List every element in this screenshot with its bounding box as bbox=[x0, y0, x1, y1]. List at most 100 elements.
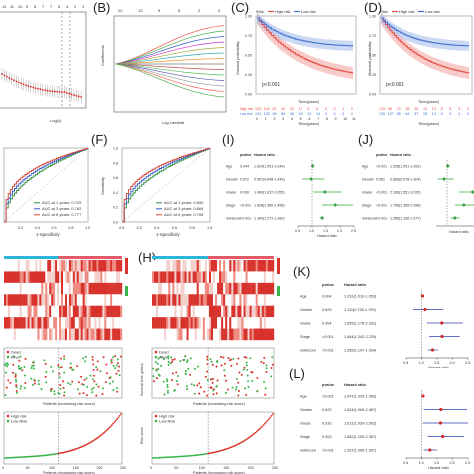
risk-g-heat-cell bbox=[90, 282, 93, 295]
lasso-cv-point bbox=[56, 90, 59, 93]
risk-h-heat-cell bbox=[182, 271, 185, 284]
risk-h-heat-cell bbox=[154, 271, 157, 284]
risk-h-heat-cell bbox=[160, 317, 163, 329]
risk-g-scatter-point bbox=[60, 366, 63, 369]
risk-g-scatter-point bbox=[59, 384, 62, 387]
risk-g-scatter-point bbox=[17, 365, 20, 368]
risk-g-scatter-point bbox=[45, 371, 48, 374]
risk-h-legend-alive-dot bbox=[154, 355, 158, 359]
risk-h-scatter-point bbox=[265, 364, 268, 367]
risk-h-heat-cell bbox=[202, 282, 206, 295]
risk-h-heat-cell bbox=[215, 271, 218, 284]
risk-h-scatter-point bbox=[270, 367, 273, 370]
risk-h-scatter-point bbox=[237, 357, 240, 360]
risk-h-scatter-point bbox=[206, 355, 209, 358]
risk-g-heat-cell bbox=[63, 260, 66, 272]
risk-g-riskcurve-point bbox=[24, 455, 27, 458]
risk-g-heat-cell bbox=[15, 282, 18, 295]
risk-h-scatter-xlabel: Patients (increasing risk score) bbox=[193, 402, 246, 406]
risk-h-heat-cell bbox=[196, 260, 199, 272]
risk-h-heat-cell bbox=[249, 317, 252, 329]
risk-g-heat-cell bbox=[29, 294, 32, 306]
risk-h-riskcurve-point bbox=[191, 454, 194, 457]
forest-i-row-p: 0.872 bbox=[240, 178, 249, 182]
forest-i-xtick: 0.5 bbox=[295, 229, 300, 233]
risk-h-heat-cell bbox=[241, 294, 244, 306]
forest-i-row-hr: 1.828(1.360-2.458) bbox=[254, 204, 285, 208]
risk-g-heat-cell bbox=[104, 317, 107, 329]
roc-e-xtick: 0.2 bbox=[18, 226, 23, 230]
risk-g-heat-cell bbox=[104, 294, 107, 306]
risk-g-riskcurve-xtick: 0 bbox=[2, 466, 4, 470]
risk-g-heat-cell bbox=[7, 282, 11, 295]
risk-h-heat-cell bbox=[267, 271, 271, 284]
risk-g-heat-cell bbox=[74, 294, 77, 306]
km-panel-c: Risk High risk Low risk0.000.250.500.751.0… bbox=[234, 9, 357, 126]
risk-g-heat-cell bbox=[110, 260, 113, 272]
lasso-cv-point bbox=[63, 91, 66, 93]
risk-g-heat-cell bbox=[39, 317, 42, 329]
risk-g-heat-cell bbox=[53, 328, 56, 341]
risk-h-heat-cell bbox=[249, 305, 252, 318]
risk-g-heat-cell bbox=[76, 294, 79, 306]
risk-h-scatter-point bbox=[235, 362, 238, 365]
risk-h-riskcurve-point bbox=[250, 434, 253, 437]
risk-g-heat-cell bbox=[15, 317, 18, 329]
risk-h-scatter-point bbox=[216, 379, 219, 382]
risk-h-heat-cell bbox=[154, 260, 157, 272]
risk-g-scatter-point bbox=[105, 372, 108, 375]
risk-g-heat-cell bbox=[88, 305, 91, 318]
risk-h-heat-cell bbox=[208, 271, 212, 284]
risk-g-heat-cell bbox=[120, 317, 123, 329]
risk-h-heat-cell bbox=[249, 260, 252, 272]
forest-l-xlabel: Hazard ratio bbox=[428, 466, 449, 470]
risk-g-heat-cell bbox=[118, 260, 121, 272]
roc-f-xtick: 0.6 bbox=[172, 226, 177, 230]
risk-h-heat-cell bbox=[255, 305, 258, 318]
risk-g-heat-cell bbox=[114, 328, 117, 341]
risk-h-heat-cell bbox=[194, 271, 197, 284]
risk-h-scatter-point bbox=[159, 356, 162, 359]
risk-h-heat-cell bbox=[178, 328, 181, 341]
risk-h-riskcurve-point bbox=[195, 454, 198, 457]
risk-h-heat-cell bbox=[180, 282, 183, 295]
risk-g-riskcurve-xtick: 150 bbox=[73, 466, 79, 470]
risk-h-scatter-point bbox=[245, 356, 248, 359]
risk-g-scatter-point bbox=[4, 371, 7, 374]
risk-g-heat-cell bbox=[53, 271, 56, 284]
risk-g-heat-cell bbox=[19, 305, 22, 318]
lasso-coef-path bbox=[115, 52, 225, 65]
risk-g-heat-cell bbox=[94, 305, 97, 318]
risk-g-heat-cell bbox=[35, 294, 38, 306]
risk-g-heat-cell bbox=[112, 317, 115, 329]
risk-g-heat-cell bbox=[55, 305, 58, 318]
roc-f-curve bbox=[122, 148, 211, 223]
risk-h-heat-cell bbox=[237, 317, 240, 329]
risk-g-heat-cell bbox=[74, 260, 77, 272]
forest-j-row-p: <0.001 bbox=[376, 165, 387, 169]
risk-h-heat-cell bbox=[170, 271, 173, 284]
risk-g-heat-cell bbox=[45, 305, 48, 318]
risk-h-riskcurve-point bbox=[193, 454, 196, 457]
lasso-cv-point bbox=[77, 95, 80, 98]
risk-g-heat-cell bbox=[45, 282, 48, 295]
risk-g-heat-cell bbox=[43, 282, 46, 295]
lasso-cv-point bbox=[68, 92, 71, 95]
risk-h-riskcurve-point bbox=[219, 449, 222, 452]
risk-g-heat-cell bbox=[31, 271, 34, 284]
forest-j-row-name: Age bbox=[362, 165, 368, 169]
risk-g-scatter-point bbox=[58, 366, 61, 369]
risk-h-heat-cell bbox=[174, 282, 177, 295]
risk-h-riskcurve-point bbox=[270, 414, 273, 417]
risk-h-heat-cell bbox=[168, 305, 171, 318]
risk-h-scatter-point bbox=[185, 385, 188, 388]
risk-g-heat-cell bbox=[74, 271, 77, 284]
risk-h-heat-cell bbox=[235, 305, 238, 318]
risk-h-heat-cell bbox=[196, 282, 199, 295]
risk-h-heat-cell bbox=[156, 260, 159, 272]
km-d-table-label: Risk bbox=[366, 108, 367, 116]
km-c-high-curve bbox=[257, 17, 354, 74]
risk-h-heat-cell bbox=[170, 260, 173, 272]
risk-g-scatter-point bbox=[118, 374, 121, 377]
